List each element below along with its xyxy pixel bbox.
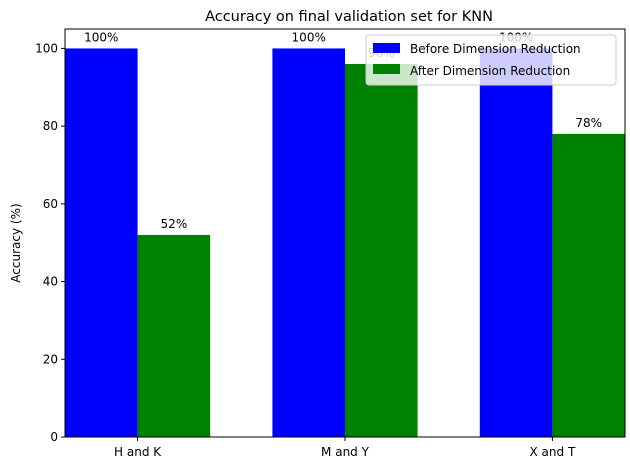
bar-before-0 <box>65 48 138 438</box>
legend-label-before: Before Dimension Reduction <box>410 42 581 56</box>
plot-frame <box>64 28 626 438</box>
x-tick-label: X and T <box>530 445 576 459</box>
chart-title: Accuracy on final validation set for KNN <box>205 9 493 25</box>
x-axis-ticks: H and K M and Y X and T <box>114 437 576 459</box>
y-tick-label: 0 <box>50 430 58 444</box>
bar-value-label: 100% <box>84 30 118 44</box>
bar-before-2 <box>479 48 553 438</box>
y-tick-label: 20 <box>43 352 58 366</box>
legend: Before Dimension Reduction After Dimensi… <box>365 34 617 86</box>
legend-swatch-after <box>373 64 400 74</box>
y-tick-label: 80 <box>43 119 58 133</box>
x-tick-label: M and Y <box>321 445 370 459</box>
y-tick-label: 100 <box>35 41 58 55</box>
bar-before-1 <box>272 48 345 438</box>
legend-swatch-before <box>373 43 400 53</box>
y-axis-label: Accuracy (%) <box>9 203 23 282</box>
y-tick-label: 40 <box>43 275 58 289</box>
y-axis-ticks: 0 20 40 60 80 100 <box>35 41 65 444</box>
bar-after-2 <box>552 133 625 437</box>
bar-after-0 <box>137 234 211 437</box>
bar-value-label: 100% <box>292 30 326 44</box>
bar-value-label: 78% <box>575 116 602 130</box>
bars <box>65 48 625 438</box>
bar-value-label: 52% <box>161 217 188 231</box>
y-tick-label: 60 <box>43 197 58 211</box>
legend-box <box>365 34 617 86</box>
legend-label-after: After Dimension Reduction <box>410 64 570 78</box>
x-tick-label: H and K <box>114 445 162 459</box>
bar-after-1 <box>345 63 418 437</box>
